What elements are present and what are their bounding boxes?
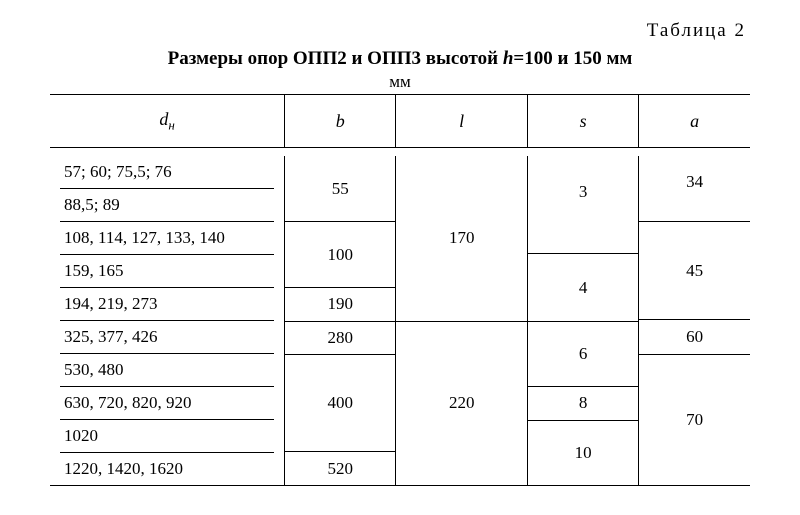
title-eq: =100 и 150 мм <box>513 48 632 69</box>
s-cell: 6 <box>527 321 638 387</box>
s-cell: 4 <box>527 255 638 321</box>
dn-value: 1220, 1420, 1620 <box>60 453 274 485</box>
a-cell: 45 <box>639 222 750 321</box>
l-cell: 220 <box>396 321 528 486</box>
col-header-b: b <box>285 95 396 148</box>
table-body: 57; 60; 75,5; 76 55 170 3 34 88,5; 89 10… <box>50 156 750 486</box>
s-symbol: s <box>580 111 587 131</box>
dimensions-table: dн b l s a 57; 60; 75,5; 76 55 170 3 34 … <box>50 94 750 487</box>
page: Таблица 2 Размеры опор ОПП2 и ОПП3 высот… <box>0 0 800 515</box>
b-cell: 280 <box>285 321 396 354</box>
l-cell: 170 <box>396 156 528 321</box>
col-header-a: a <box>639 95 750 148</box>
table-header-row: dн b l s a <box>50 95 750 148</box>
dn-symbol: d <box>159 109 168 129</box>
dn-value: 88,5; 89 <box>60 189 274 222</box>
header-double-rule <box>50 148 750 157</box>
a-cell: 34 <box>639 156 750 222</box>
dn-value: 108, 114, 127, 133, 140 <box>60 222 274 255</box>
l-symbol: l <box>459 111 464 131</box>
table-row: 57; 60; 75,5; 76 55 170 3 34 <box>50 156 750 189</box>
b-symbol: b <box>336 111 345 131</box>
b-cell: 520 <box>285 453 396 486</box>
s-cell: 10 <box>527 420 638 486</box>
s-cell: 8 <box>527 387 638 420</box>
a-symbol: a <box>690 111 699 131</box>
title-prefix: Размеры опор ОПП2 и ОПП3 высотой <box>168 48 503 69</box>
b-cell: 400 <box>285 354 396 453</box>
units-label: мм <box>50 72 750 92</box>
b-cell: 55 <box>285 156 396 222</box>
a-cell: 60 <box>639 321 750 354</box>
dn-value: 194, 219, 273 <box>60 288 274 321</box>
col-header-l: l <box>396 95 528 148</box>
table-title: Размеры опор ОПП2 и ОПП3 высотой h=100 и… <box>50 48 750 70</box>
dn-value: 630, 720, 820, 920 <box>60 387 274 420</box>
dn-value: 530, 480 <box>60 354 274 387</box>
dn-value: 1020 <box>60 420 274 453</box>
table-bottom-rule <box>50 486 750 488</box>
table-row: 325, 377, 426 280 220 6 60 <box>50 321 750 354</box>
b-cell: 190 <box>285 288 396 321</box>
dn-value: 57; 60; 75,5; 76 <box>60 156 274 189</box>
dn-value: 325, 377, 426 <box>60 321 274 354</box>
col-header-s: s <box>527 95 638 148</box>
b-cell: 100 <box>285 222 396 288</box>
table-number: Таблица 2 <box>50 20 750 42</box>
a-cell: 70 <box>639 354 750 486</box>
col-header-dn: dн <box>50 95 285 148</box>
dn-subscript: н <box>168 117 174 132</box>
s-cell: 3 <box>527 156 638 255</box>
dn-value: 159, 165 <box>60 255 274 288</box>
title-var: h <box>503 48 514 69</box>
